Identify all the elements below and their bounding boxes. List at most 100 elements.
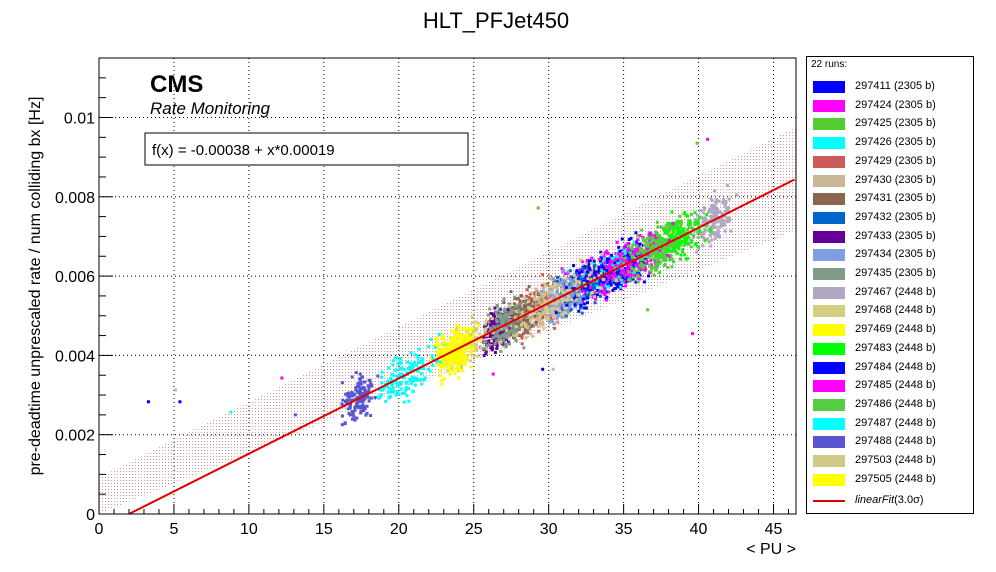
- data-point: [431, 363, 435, 367]
- data-point: [573, 284, 577, 288]
- legend-swatch: [813, 305, 845, 318]
- data-point: [398, 367, 402, 371]
- data-point: [667, 229, 671, 233]
- data-point: [612, 256, 616, 260]
- data-point: [667, 248, 671, 252]
- y-tick-label: 0.004: [55, 348, 95, 365]
- fit-line-path: [128, 178, 795, 515]
- data-point: [512, 330, 516, 334]
- legend-swatch: [813, 249, 845, 262]
- data-point: [601, 257, 605, 261]
- data-point: [460, 337, 464, 341]
- data-point: [401, 391, 405, 395]
- data-point: [697, 230, 701, 234]
- data-point: [526, 299, 530, 303]
- data-point: [617, 283, 621, 287]
- data-point: [655, 261, 659, 265]
- data-point: [670, 257, 674, 261]
- data-point: [660, 241, 664, 245]
- data-point: [503, 332, 507, 336]
- data-point: [541, 273, 545, 277]
- data-point: [452, 369, 456, 373]
- data-point: [452, 351, 456, 355]
- data-point: [662, 240, 666, 244]
- legend-item: 297468 (2448 b): [813, 301, 973, 321]
- data-point: [442, 358, 446, 362]
- data-point: [554, 282, 558, 286]
- legend-item: 297488 (2448 b): [813, 432, 973, 452]
- data-point: [603, 275, 607, 279]
- data-point: [537, 312, 541, 316]
- legend-label: 297469 (2448 b): [855, 323, 936, 336]
- data-point: [593, 301, 597, 305]
- legend-swatch: [813, 436, 845, 449]
- data-point: [698, 215, 702, 219]
- data-point: [649, 240, 653, 244]
- data-point: [603, 261, 607, 265]
- legend-swatch: [813, 361, 845, 374]
- legend-swatch: [813, 99, 845, 112]
- data-point: [544, 297, 548, 301]
- legend-item: 297426 (2305 b): [813, 133, 973, 153]
- data-point: [633, 248, 637, 252]
- data-point: [490, 339, 494, 343]
- data-point: [552, 278, 556, 282]
- data-point: [541, 323, 545, 327]
- data-point: [439, 364, 443, 368]
- data-point: [581, 277, 585, 281]
- data-point: [386, 390, 390, 394]
- data-point: [709, 214, 713, 218]
- data-point: [348, 406, 352, 410]
- data-point: [664, 243, 668, 247]
- data-point: [638, 242, 642, 246]
- legend-item: 297424 (2305 b): [813, 96, 973, 116]
- data-point: [387, 396, 391, 400]
- data-point: [563, 297, 567, 301]
- data-point: [406, 366, 410, 370]
- data-point: [546, 309, 550, 313]
- data-point: [603, 293, 607, 297]
- data-point: [343, 399, 347, 403]
- data-point: [514, 327, 518, 331]
- data-point: [665, 239, 669, 243]
- data-point: [564, 314, 568, 318]
- data-point: [579, 305, 583, 309]
- data-point: [407, 386, 411, 390]
- data-point: [449, 348, 453, 352]
- data-point: [437, 332, 441, 336]
- data-point: [353, 408, 357, 412]
- data-point: [505, 314, 509, 318]
- data-point: [664, 224, 668, 228]
- data-point: [499, 317, 503, 321]
- data-point: [451, 357, 455, 361]
- data-point: [501, 300, 505, 304]
- data-point: [411, 389, 415, 393]
- data-point: [667, 225, 671, 229]
- data-point: [564, 278, 568, 282]
- outlier-point: [646, 308, 650, 312]
- data-point: [553, 284, 557, 288]
- data-point: [584, 273, 588, 277]
- data-point: [551, 287, 555, 291]
- data-point: [574, 282, 578, 286]
- data-point: [388, 386, 392, 390]
- data-point: [563, 283, 567, 287]
- data-point: [413, 353, 417, 357]
- data-point: [456, 332, 460, 336]
- data-point: [618, 249, 622, 253]
- data-point: [478, 332, 482, 336]
- data-point: [470, 326, 474, 330]
- data-point: [455, 354, 459, 358]
- data-point: [649, 269, 653, 273]
- data-point: [569, 298, 573, 302]
- data-point: [591, 282, 595, 286]
- data-point: [716, 231, 720, 235]
- data-point: [672, 235, 676, 239]
- data-point: [507, 342, 511, 346]
- data-point: [450, 353, 454, 357]
- data-point: [599, 273, 603, 277]
- data-point: [555, 295, 559, 299]
- data-point: [713, 215, 717, 219]
- data-point: [682, 227, 686, 231]
- data-point: [370, 384, 374, 388]
